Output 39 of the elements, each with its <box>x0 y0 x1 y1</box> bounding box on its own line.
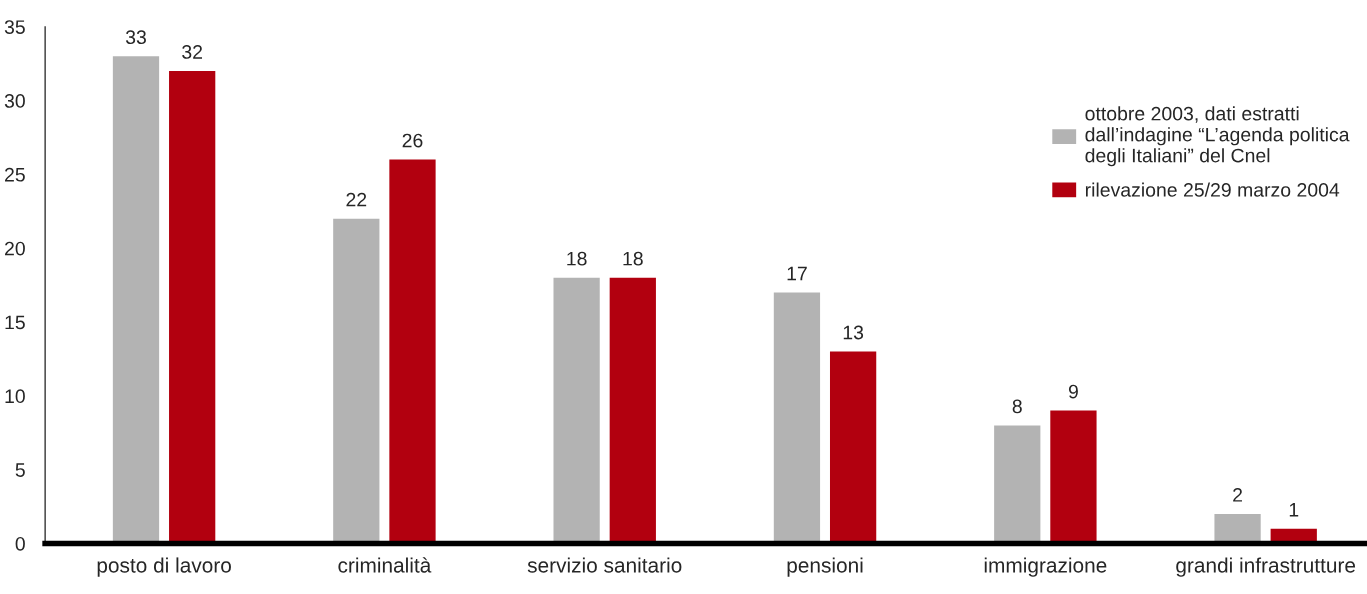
x-tick-label: immigrazione <box>984 557 1107 577</box>
legend-label: ottobre 2003, dati estratti dall’indagine “L’agenda politica degli Italiani” del Cnel <box>1085 106 1350 167</box>
y-tick-label: 35 <box>4 20 25 34</box>
y-tick-label: 0 <box>15 536 25 551</box>
x-tick-label: servizio sanitario <box>527 557 682 573</box>
bar <box>389 159 436 544</box>
bar <box>773 292 821 544</box>
bar <box>1214 513 1261 544</box>
data-label: 32 <box>182 45 203 59</box>
data-label: 17 <box>787 266 807 281</box>
data-label: 26 <box>402 133 423 148</box>
y-tick-label: 30 <box>4 94 25 108</box>
bar <box>112 56 160 544</box>
y-tick-label: 15 <box>5 315 25 330</box>
bar <box>333 218 380 544</box>
data-label: 22 <box>346 192 367 207</box>
bar <box>994 425 1041 544</box>
x-tick-label: pensioni <box>787 557 863 577</box>
y-tick-label: 20 <box>5 241 25 256</box>
bar <box>169 71 216 544</box>
y-tick-label: 10 <box>5 389 25 404</box>
data-label: 2 <box>1233 488 1242 502</box>
bar <box>829 351 877 544</box>
data-label: 8 <box>1012 399 1022 414</box>
bar <box>1050 410 1097 544</box>
data-label: 18 <box>623 251 643 266</box>
data-label: 33 <box>125 30 146 45</box>
bar <box>609 277 656 544</box>
y-tick-label: 5 <box>15 463 25 477</box>
legend-label: rilevazione 25/29 marzo 2004 <box>1085 182 1340 197</box>
x-tick-label: criminalità <box>338 557 432 573</box>
data-label: 9 <box>1068 384 1078 399</box>
bar <box>553 277 600 544</box>
x-tick-label: grandi infrastrutture <box>1176 557 1356 577</box>
x-tick-label: posto di lavoro <box>97 557 231 577</box>
data-label: 13 <box>843 325 864 340</box>
data-label: 18 <box>567 251 587 266</box>
y-tick-label: 25 <box>5 167 25 182</box>
data-label: 1 <box>1289 503 1299 517</box>
